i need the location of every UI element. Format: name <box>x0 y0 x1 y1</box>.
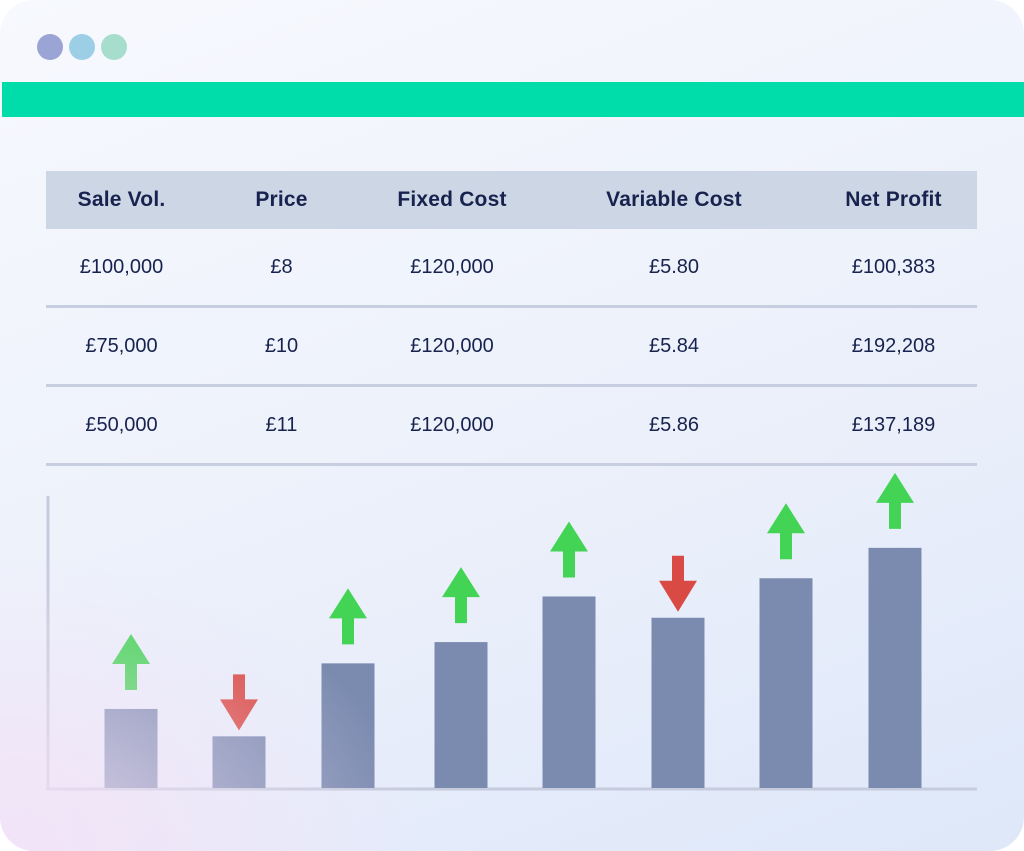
header-net-profit: Net Profit <box>845 188 942 211</box>
cell-sale-vol: £100,000 <box>79 255 164 278</box>
arrow-up-icon-7 <box>767 503 805 560</box>
cell-fixed-cost: £120,000 <box>410 413 494 436</box>
arrow-up-icon-1 <box>112 633 150 690</box>
arrow-up-icon-3 <box>329 588 367 645</box>
arrow-down-icon-6 <box>659 555 697 612</box>
arrow-up-icon-4 <box>442 567 480 624</box>
cell-price: £11 <box>265 413 298 436</box>
cell-sale-vol: £50,000 <box>85 413 158 436</box>
header-price: Price <box>255 188 308 211</box>
cell-variable-cost: £5.84 <box>648 334 700 357</box>
profit-table: Sale Vol. Price Fixed Cost Variable Cost… <box>46 171 977 466</box>
cell-sale-vol: £75,000 <box>85 334 158 357</box>
arrow-up-icon-8 <box>876 472 914 529</box>
bar-4 <box>434 642 488 788</box>
cell-net-profit: £100,383 <box>851 255 936 278</box>
table-row: £50,000 £11 £120,000 £5.86 £137,189 <box>46 387 977 466</box>
bar-6 <box>651 617 705 788</box>
arrow-up-icon-5 <box>550 521 588 578</box>
cell-variable-cost: £5.80 <box>648 255 700 278</box>
cell-net-profit: £137,189 <box>851 413 936 436</box>
window-dot-3[interactable] <box>101 34 127 60</box>
bar-8 <box>868 547 922 788</box>
header-fixed-cost: Fixed Cost <box>397 188 507 211</box>
table-header: Sale Vol. Price Fixed Cost Variable Cost… <box>46 171 977 229</box>
cell-fixed-cost: £120,000 <box>410 334 494 357</box>
cell-net-profit: £192,208 <box>851 334 936 357</box>
header-variable-cost: Variable Cost <box>606 188 742 211</box>
window-dot-1[interactable] <box>37 34 63 60</box>
bar-3 <box>321 663 375 788</box>
header-accent-bar <box>2 82 1024 117</box>
table-row: £100,000 £8 £120,000 £5.80 £100,383 <box>46 229 977 308</box>
bar-2 <box>212 736 266 788</box>
window-dot-2[interactable] <box>69 34 95 60</box>
cell-variable-cost: £5.86 <box>648 413 700 436</box>
cell-price: £10 <box>264 334 299 357</box>
cell-price: £8 <box>270 255 293 278</box>
bar-5 <box>542 596 596 788</box>
bar-1 <box>104 708 158 788</box>
table-row: £75,000 £10 £120,000 £5.84 £192,208 <box>46 308 977 387</box>
header-sale-vol: Sale Vol. <box>77 188 166 211</box>
cell-fixed-cost: £120,000 <box>410 255 494 278</box>
bar-7 <box>759 578 813 788</box>
arrow-down-icon-2 <box>220 674 258 731</box>
